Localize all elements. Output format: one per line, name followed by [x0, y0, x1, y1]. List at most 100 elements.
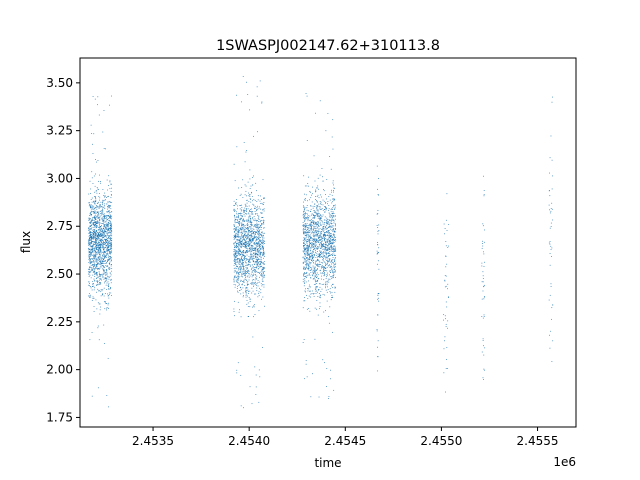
data-point	[102, 216, 104, 218]
data-point	[312, 244, 314, 246]
data-point	[107, 259, 109, 261]
data-point	[94, 270, 96, 272]
data-point	[247, 94, 249, 95]
data-point	[322, 283, 324, 285]
data-point	[319, 253, 321, 255]
data-point	[310, 236, 312, 238]
data-point	[245, 242, 247, 243]
data-point	[243, 238, 245, 240]
data-point	[483, 241, 485, 243]
data-point	[106, 211, 108, 213]
data-point	[107, 222, 109, 224]
data-point	[263, 257, 264, 259]
data-point	[321, 245, 323, 246]
data-point	[322, 262, 323, 264]
data-point	[88, 262, 90, 263]
data-point	[236, 271, 237, 273]
data-point	[263, 208, 265, 210]
data-point	[95, 213, 97, 214]
data-point	[307, 230, 309, 232]
data-point	[237, 242, 239, 244]
data-point	[322, 180, 324, 182]
data-point	[237, 253, 239, 255]
data-point	[312, 254, 313, 256]
data-point	[319, 235, 321, 236]
data-point	[316, 187, 318, 189]
data-point	[251, 221, 253, 223]
data-point	[330, 261, 332, 263]
data-point	[234, 276, 236, 278]
data-point	[319, 231, 321, 232]
data-point	[108, 267, 110, 269]
data-point	[262, 280, 264, 282]
data-point	[303, 260, 305, 262]
data-point	[330, 236, 332, 238]
data-point	[306, 225, 308, 226]
data-point	[249, 178, 251, 180]
data-point	[106, 230, 108, 231]
data-point	[329, 240, 331, 241]
data-point	[445, 275, 447, 277]
data-point	[303, 232, 305, 234]
data-point	[251, 234, 253, 236]
data-point	[234, 254, 236, 255]
data-point	[92, 229, 94, 231]
data-point	[88, 269, 90, 270]
data-point	[308, 224, 310, 226]
data-point	[96, 265, 98, 267]
data-point	[311, 229, 313, 231]
data-point	[253, 237, 255, 239]
data-point	[334, 250, 335, 252]
data-point	[443, 314, 445, 316]
data-point	[103, 278, 105, 280]
data-point	[263, 284, 265, 286]
data-point	[110, 218, 112, 220]
data-point	[93, 231, 95, 232]
data-point	[252, 249, 254, 251]
data-point	[313, 223, 315, 225]
data-point	[306, 231, 308, 233]
data-point	[93, 257, 94, 259]
data-point	[98, 206, 100, 208]
data-point	[443, 348, 445, 350]
data-point	[239, 213, 240, 214]
data-point	[103, 232, 105, 234]
data-point	[257, 214, 258, 216]
data-point	[253, 226, 255, 228]
data-point	[323, 251, 325, 253]
data-point	[246, 150, 248, 151]
data-point	[311, 221, 313, 223]
data-point	[92, 285, 94, 287]
data-point	[89, 274, 91, 276]
data-point	[252, 218, 254, 220]
data-point	[309, 242, 310, 243]
data-point	[334, 236, 335, 238]
data-point	[110, 251, 111, 253]
data-point	[321, 244, 323, 245]
data-point	[90, 270, 92, 272]
data-point	[327, 203, 328, 205]
data-point	[312, 251, 314, 252]
data-point	[106, 229, 108, 230]
data-point	[248, 240, 250, 242]
data-point	[309, 237, 311, 239]
data-point	[333, 220, 335, 222]
data-point	[252, 255, 254, 257]
data-point	[326, 241, 327, 243]
data-point	[246, 259, 248, 261]
data-point	[303, 268, 305, 270]
data-point	[327, 272, 329, 274]
data-point	[320, 235, 322, 237]
data-point	[233, 228, 235, 230]
data-point	[308, 236, 310, 237]
data-point	[100, 236, 101, 238]
data-point	[316, 258, 318, 260]
data-point	[108, 288, 109, 290]
data-point	[236, 244, 238, 245]
data-point	[260, 240, 262, 242]
data-point	[108, 195, 109, 197]
data-point	[233, 251, 235, 252]
data-point	[329, 240, 331, 242]
data-point	[309, 273, 310, 275]
data-point	[259, 254, 261, 256]
